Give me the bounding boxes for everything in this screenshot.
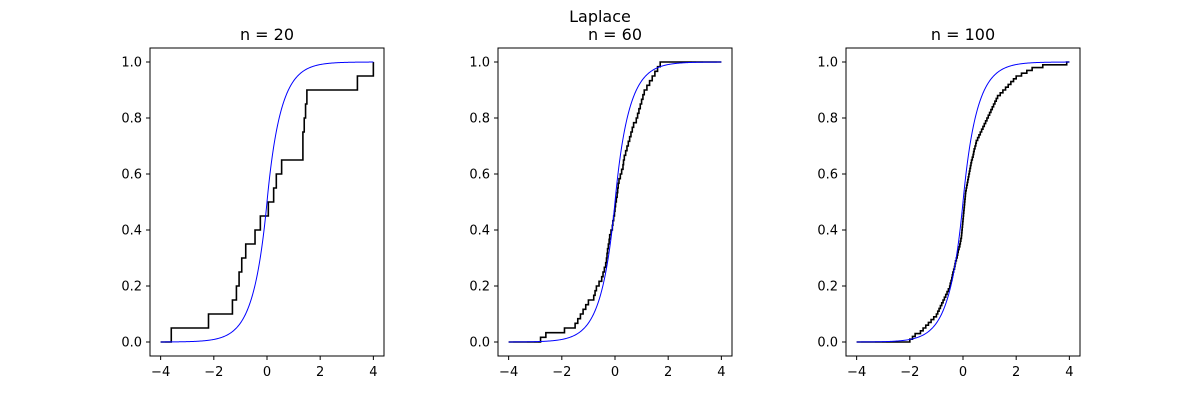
panels: n = 20 −4 −2 0 2 4 0.0 0.2 0.4 0.6 0.8 1.0 n = 60 −4 −… [121,25,1081,380]
y-tick-label: 0.6 [121,168,142,183]
x-tick-label: 4 [717,365,725,380]
theoretical-cdf-line [508,61,722,343]
y-tick-label: 0.0 [469,336,490,351]
x-tick-label: −4 [151,365,170,380]
empirical-cdf-step [160,62,375,343]
theoretical-cdf-line [856,61,1070,343]
theoretical-cdf-line [160,61,374,343]
plot-area [160,61,375,343]
y-tick-label: 0.0 [817,336,838,351]
x-tick-label: 0 [263,365,271,380]
y-tick-label: 1.0 [121,56,142,71]
y-tick-label: 1.0 [817,56,838,71]
x-tick-label: 4 [1065,365,1073,380]
y-tick-label: 0.6 [469,168,490,183]
y-tick-label: 0.0 [121,336,142,351]
y-tick-label: 0.8 [121,112,142,127]
x-tick-label: −4 [499,365,518,380]
empirical-cdf-step [508,61,722,343]
subplot-title: n = 100 [931,25,995,44]
subplot-title: n = 60 [588,25,642,44]
x-tick-label: 0 [959,365,967,380]
y-tick-label: 0.2 [121,280,142,295]
x-tick-label: −2 [900,365,919,380]
y-tick-label: 0.8 [817,112,838,127]
subplot-title: n = 20 [240,25,294,44]
y-tick-label: 0.4 [121,224,142,239]
y-tick-label: 0.2 [469,280,490,295]
y-tick-label: 0.6 [817,168,838,183]
subplot-3: n = 100 −4 −2 0 2 4 0.0 0.2 0.4 0.6 0.8 1.0 [817,25,1081,380]
x-tick-label: 2 [316,365,324,380]
y-tick-label: 0.2 [817,280,838,295]
x-tick-label: 2 [664,365,672,380]
plot-area [856,61,1070,343]
x-tick-label: −2 [204,365,223,380]
y-tick-label: 0.8 [469,112,490,127]
y-tick-label: 0.4 [817,224,838,239]
x-tick-label: 4 [369,365,377,380]
x-tick-label: −2 [552,365,571,380]
figure-suptitle: Laplace [569,7,631,26]
x-tick-label: 2 [1012,365,1020,380]
y-tick-label: 0.4 [469,224,490,239]
plot-area [508,61,722,343]
empirical-cdf-step [856,61,1070,343]
y-tick-label: 1.0 [469,56,490,71]
subplot-2: n = 60 −4 −2 0 2 4 0.0 0.2 0.4 0.6 0.8 1.0 [469,25,733,380]
x-tick-label: 0 [611,365,619,380]
subplot-1: n = 20 −4 −2 0 2 4 0.0 0.2 0.4 0.6 0.8 1.0 [121,25,385,380]
x-tick-label: −4 [847,365,866,380]
